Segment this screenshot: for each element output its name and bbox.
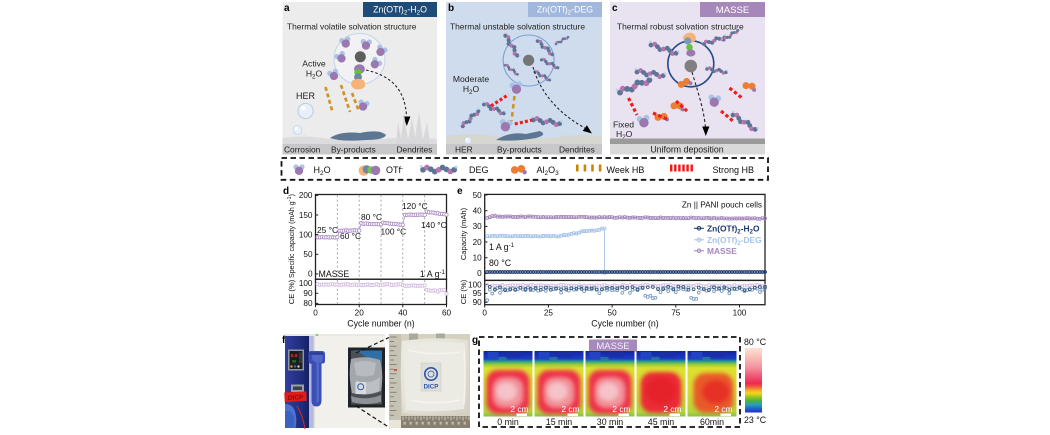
svg-text:0: 0 — [308, 270, 313, 279]
svg-text:140 °C: 140 °C — [421, 220, 447, 230]
svg-text:20: 20 — [355, 309, 365, 318]
svg-text:2 cm: 2 cm — [510, 404, 528, 414]
svg-text:DICP: DICP — [424, 384, 439, 391]
svg-text:40: 40 — [398, 309, 408, 318]
svg-text:20: 20 — [473, 238, 483, 247]
svg-text:Thermal robust solvation struc: Thermal robust solvation structure — [617, 22, 744, 32]
svg-text:e: e — [457, 186, 463, 197]
svg-text:H2O: H2O — [306, 69, 323, 81]
svg-text:100: 100 — [299, 279, 313, 288]
svg-text:60 °C: 60 °C — [340, 231, 361, 241]
svg-text:80 °C: 80 °C — [744, 337, 767, 347]
svg-text:HER: HER — [455, 144, 473, 154]
svg-text:80 °C: 80 °C — [489, 258, 512, 268]
svg-text:Corrosion: Corrosion — [284, 144, 321, 154]
svg-text:b: b — [448, 3, 454, 14]
svg-text:Dendrites: Dendrites — [397, 144, 433, 154]
svg-text:100 °C: 100 °C — [381, 227, 407, 237]
svg-text:60min: 60min — [700, 417, 724, 427]
svg-text:H2O: H2O — [463, 84, 480, 96]
svg-text:Uniform deposition: Uniform deposition — [650, 145, 723, 155]
svg-text:Zn(OTf)2-DEG: Zn(OTf)2-DEG — [537, 5, 593, 17]
svg-text:OTf-: OTf- — [386, 165, 403, 175]
svg-text:Specific capacity (mAh g-1): Specific capacity (mAh g-1) — [287, 194, 296, 278]
svg-text:Week HB: Week HB — [607, 165, 645, 175]
svg-text:30 min: 30 min — [597, 417, 624, 427]
svg-text:Dendrites: Dendrites — [559, 144, 595, 154]
svg-text:Active: Active — [302, 59, 326, 69]
svg-text:95: 95 — [473, 289, 483, 298]
svg-text:1 A g-1: 1 A g-1 — [420, 269, 446, 279]
svg-text:MASSE: MASSE — [319, 269, 350, 279]
svg-text:80: 80 — [303, 299, 313, 308]
svg-text:H2O: H2O — [314, 165, 331, 177]
svg-text:100: 100 — [733, 309, 747, 318]
svg-text:Cycle number (n): Cycle number (n) — [347, 319, 415, 329]
svg-text:100: 100 — [299, 230, 313, 239]
svg-text:75: 75 — [671, 309, 681, 318]
svg-text:100: 100 — [468, 280, 482, 289]
svg-text:HER: HER — [296, 91, 316, 101]
svg-text:25: 25 — [544, 309, 554, 318]
svg-text:45 min: 45 min — [648, 417, 675, 427]
svg-text:Capacity (mAh): Capacity (mAh) — [459, 207, 468, 260]
svg-text:8.8: 8.8 — [291, 353, 298, 359]
svg-text:90: 90 — [303, 289, 313, 298]
svg-text:d: d — [283, 186, 289, 197]
svg-text:MASSE: MASSE — [707, 246, 737, 256]
svg-text:10: 10 — [473, 254, 483, 263]
svg-text:Thermal volatile solvation str: Thermal volatile solvation structure — [287, 22, 417, 32]
svg-text:80 °C: 80 °C — [361, 212, 382, 222]
svg-text:Moderate: Moderate — [453, 74, 490, 84]
svg-text:88: 88 — [292, 360, 296, 364]
svg-text:DEG: DEG — [469, 165, 489, 175]
svg-text:150: 150 — [299, 211, 313, 220]
svg-text:Zn(OTf)2-DEG: Zn(OTf)2-DEG — [707, 235, 762, 247]
svg-text:90: 90 — [473, 298, 483, 307]
svg-text:15 min: 15 min — [546, 417, 573, 427]
svg-text:40: 40 — [473, 207, 483, 216]
svg-text:MASSE: MASSE — [596, 341, 629, 352]
svg-text:23 °C: 23 °C — [744, 415, 767, 425]
svg-text:0: 0 — [477, 269, 482, 278]
svg-text:0 min: 0 min — [497, 417, 519, 427]
svg-text:f: f — [282, 335, 286, 346]
svg-text:Zn(OTf)2-H2O: Zn(OTf)2-H2O — [707, 224, 760, 236]
svg-text:50: 50 — [608, 309, 618, 318]
svg-text:Zn || PANI pouch cells: Zn || PANI pouch cells — [682, 201, 762, 210]
svg-text:30: 30 — [473, 222, 483, 231]
svg-text:Zn(OTf)2-H2O: Zn(OTf)2-H2O — [373, 5, 427, 17]
svg-text:CE (%): CE (%) — [459, 279, 468, 304]
svg-text:60: 60 — [442, 309, 452, 318]
svg-text:By-products: By-products — [497, 144, 542, 154]
svg-text:Al2O3: Al2O3 — [537, 165, 560, 177]
svg-text:c: c — [612, 3, 618, 14]
svg-text:Fixed: Fixed — [613, 120, 634, 130]
svg-text:MASSE: MASSE — [716, 5, 750, 16]
svg-text:120 °C: 120 °C — [402, 201, 428, 211]
svg-text:CE (%): CE (%) — [287, 279, 296, 304]
svg-text:50: 50 — [473, 191, 483, 200]
svg-text:g: g — [472, 335, 478, 346]
svg-text:By-products: By-products — [331, 144, 376, 154]
svg-text:DICP: DICP — [288, 394, 305, 402]
svg-text:a: a — [284, 3, 290, 14]
svg-text:25 °C: 25 °C — [317, 225, 338, 235]
svg-text:2 cm: 2 cm — [714, 404, 732, 414]
svg-text:Strong HB: Strong HB — [713, 165, 755, 175]
svg-text:Cycle number (n): Cycle number (n) — [591, 319, 659, 329]
svg-text:50: 50 — [303, 250, 313, 259]
svg-text:0: 0 — [313, 309, 318, 318]
svg-text:2 cm: 2 cm — [612, 404, 630, 414]
svg-text:2 cm: 2 cm — [561, 404, 579, 414]
svg-text:200: 200 — [299, 191, 313, 200]
svg-text:H2O: H2O — [616, 129, 633, 141]
svg-text:Thermal unstable solvation str: Thermal unstable solvation structure — [450, 22, 585, 32]
svg-text:2 cm: 2 cm — [663, 404, 681, 414]
svg-text:1 A g-1: 1 A g-1 — [489, 242, 515, 252]
svg-text:0: 0 — [482, 309, 487, 318]
